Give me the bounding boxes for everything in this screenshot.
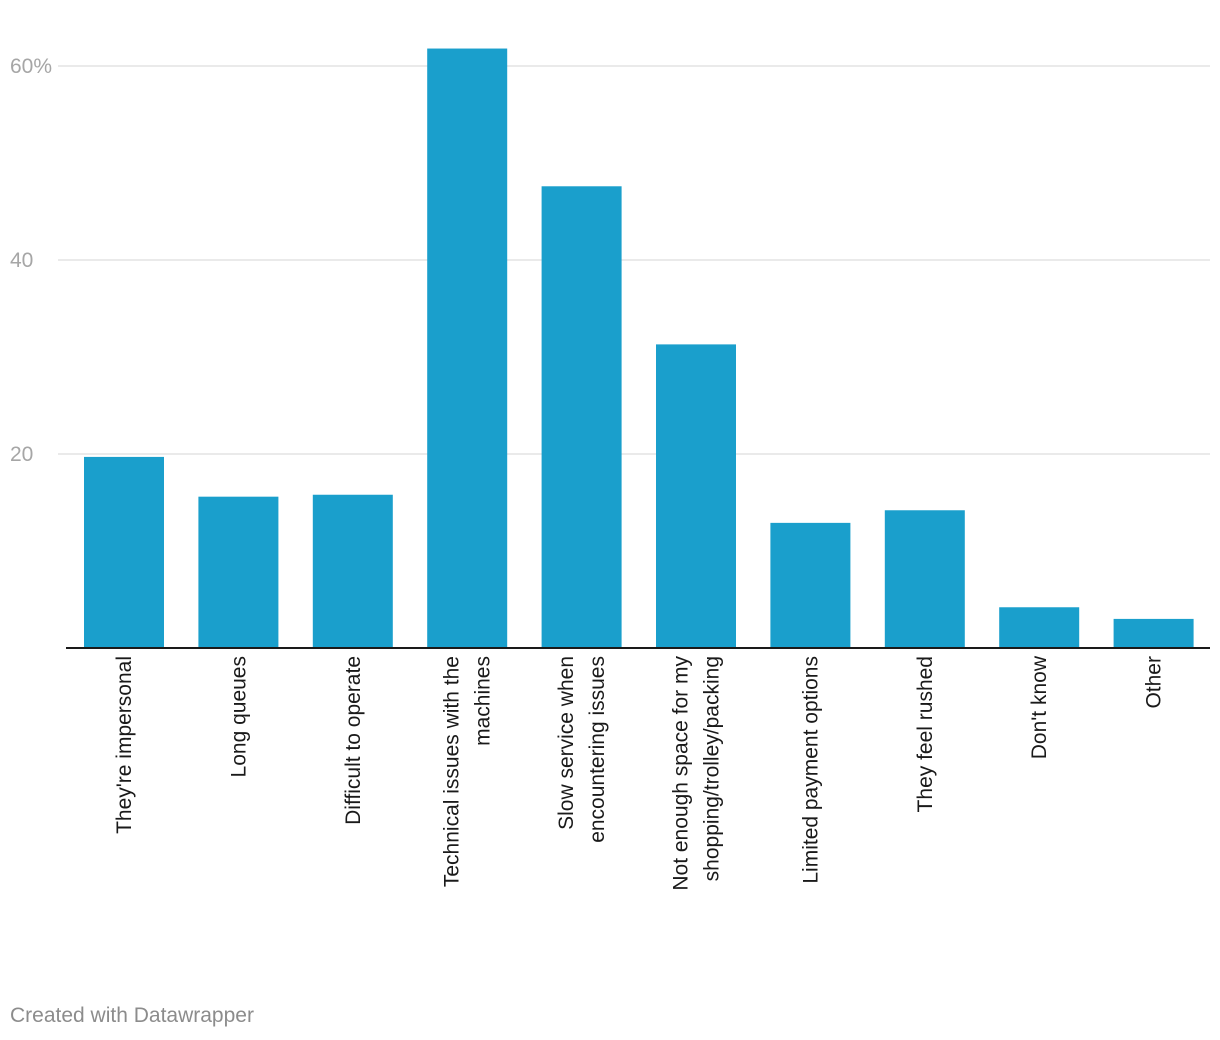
x-category-label: Limited payment options	[799, 656, 822, 884]
y-tick-label: 60%	[10, 55, 52, 78]
x-category-label: Difficult to operate	[342, 656, 365, 825]
x-category-label: shopping/trolley/packing	[701, 656, 724, 881]
bar[interactable]	[999, 607, 1080, 648]
x-category-label: Not enough space for my	[670, 656, 693, 891]
bar[interactable]	[541, 186, 622, 648]
x-category-label: Don't know	[1028, 655, 1051, 759]
x-category-label: Long queues	[227, 656, 250, 777]
bar[interactable]	[656, 344, 736, 648]
x-category-label: They're impersonal	[113, 656, 136, 834]
bars	[84, 48, 1194, 649]
bar[interactable]	[198, 496, 279, 648]
x-category-label: machines	[472, 656, 495, 746]
bar[interactable]	[427, 48, 508, 649]
bar[interactable]	[84, 456, 164, 648]
x-category-label: They feel rushed	[914, 656, 937, 812]
x-category-label: Slow service when	[555, 656, 578, 830]
x-category-label: Technical issues with the	[441, 656, 464, 887]
y-tick-label: 20	[10, 443, 33, 466]
x-category-label: Other	[1143, 656, 1166, 709]
bar[interactable]	[312, 494, 393, 648]
bar[interactable]	[884, 510, 965, 648]
datawrapper-credit: Created with Datawrapper	[10, 1004, 254, 1027]
bar[interactable]	[1113, 618, 1194, 648]
y-gridlines: 20 40 60%	[10, 55, 1210, 466]
x-category-label: encountering issues	[586, 656, 609, 843]
bar[interactable]	[770, 522, 851, 648]
y-tick-label: 40	[10, 249, 33, 272]
x-axis-labels: They're impersonal Long queues Difficult t…	[113, 655, 1166, 890]
